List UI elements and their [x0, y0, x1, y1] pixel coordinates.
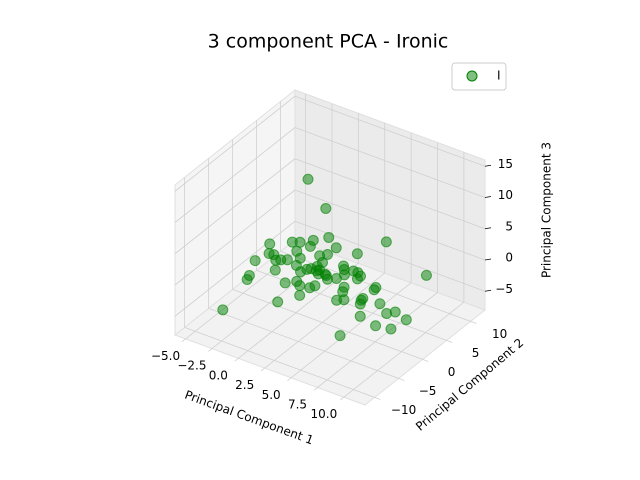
grid-line	[343, 301, 465, 398]
point	[370, 320, 382, 332]
grid-line	[317, 292, 438, 388]
tick-mark	[234, 358, 239, 362]
tick-mark	[484, 289, 492, 292]
tick-mark	[484, 164, 492, 167]
tick-mark	[374, 397, 381, 400]
point	[357, 292, 369, 304]
point	[272, 296, 284, 308]
tick-mark	[287, 377, 292, 381]
point	[301, 263, 313, 275]
x-tick-label: 0.0	[209, 368, 228, 382]
grid-line	[294, 158, 486, 230]
point	[330, 242, 342, 254]
x-tick-label: 7.5	[288, 398, 307, 412]
point	[380, 236, 392, 248]
point	[243, 269, 255, 281]
tick-mark	[470, 321, 477, 324]
y-tick-label: −5	[419, 384, 437, 398]
grid-line	[174, 127, 296, 223]
point	[334, 330, 346, 342]
legend-label: I	[497, 69, 501, 83]
point	[294, 289, 306, 301]
point	[307, 234, 319, 246]
point	[312, 268, 324, 280]
point	[330, 272, 342, 284]
z-tick-label: 10	[498, 188, 513, 202]
grid-line	[294, 189, 486, 261]
point	[269, 264, 281, 276]
point	[309, 280, 321, 292]
grid-line	[264, 272, 385, 369]
point	[351, 248, 363, 260]
grid-line	[184, 327, 375, 398]
legend-marker	[466, 70, 478, 82]
point	[354, 310, 366, 322]
grid-line	[174, 95, 296, 192]
point	[314, 250, 326, 262]
tick-mark	[181, 338, 186, 343]
point	[385, 323, 397, 335]
y-tick-label: −10	[391, 403, 416, 417]
tick-mark	[398, 378, 405, 381]
grid-line	[174, 220, 296, 317]
point	[420, 269, 432, 281]
y-tick-label: 0	[448, 365, 456, 379]
point	[291, 275, 303, 287]
x-tick-label: −2.5	[177, 359, 206, 373]
x-tick-label: 10.0	[311, 407, 338, 421]
tick-mark	[446, 340, 453, 343]
point	[347, 265, 359, 277]
x-tick-label: −5.0	[151, 349, 180, 363]
point	[291, 245, 303, 257]
z-tick-label: 15	[498, 157, 513, 171]
point	[281, 254, 293, 266]
grid-line	[294, 127, 486, 198]
x-tick-label: 2.5	[235, 378, 254, 392]
z-tick-label: 5	[505, 219, 513, 233]
tick-mark	[422, 359, 429, 362]
point	[400, 314, 412, 326]
y-tick-label: 5	[472, 346, 480, 360]
point	[249, 255, 261, 267]
chart-title: 3 component PCA - Ironic	[208, 31, 449, 53]
x-tick-label: 5.0	[262, 388, 281, 402]
grid-line	[174, 189, 296, 286]
point	[279, 277, 291, 289]
point	[331, 294, 343, 306]
point	[374, 298, 386, 310]
point	[381, 308, 393, 320]
tick-mark	[208, 348, 213, 352]
grid-line	[174, 158, 296, 255]
tick-mark	[313, 387, 318, 391]
point	[302, 173, 314, 185]
grid-line	[208, 308, 399, 379]
point	[337, 286, 349, 298]
grid-line	[294, 95, 486, 167]
point	[370, 281, 382, 293]
grid-line	[290, 282, 412, 379]
point	[323, 231, 335, 243]
tick-mark	[484, 227, 492, 230]
y-tick-label: 10	[492, 327, 507, 341]
point	[320, 202, 332, 214]
z-tick-label: −5	[495, 282, 513, 296]
tick-mark	[484, 258, 492, 261]
z-axis-label: Principal Component 3	[540, 142, 554, 278]
grid-line	[232, 289, 423, 360]
z-tick-label: 0	[505, 251, 513, 265]
point	[263, 248, 275, 260]
point	[264, 238, 276, 250]
tick-mark	[340, 396, 345, 401]
tick-mark	[484, 196, 492, 198]
tick-mark	[260, 367, 265, 372]
legend-box	[451, 62, 507, 91]
point	[217, 304, 229, 316]
